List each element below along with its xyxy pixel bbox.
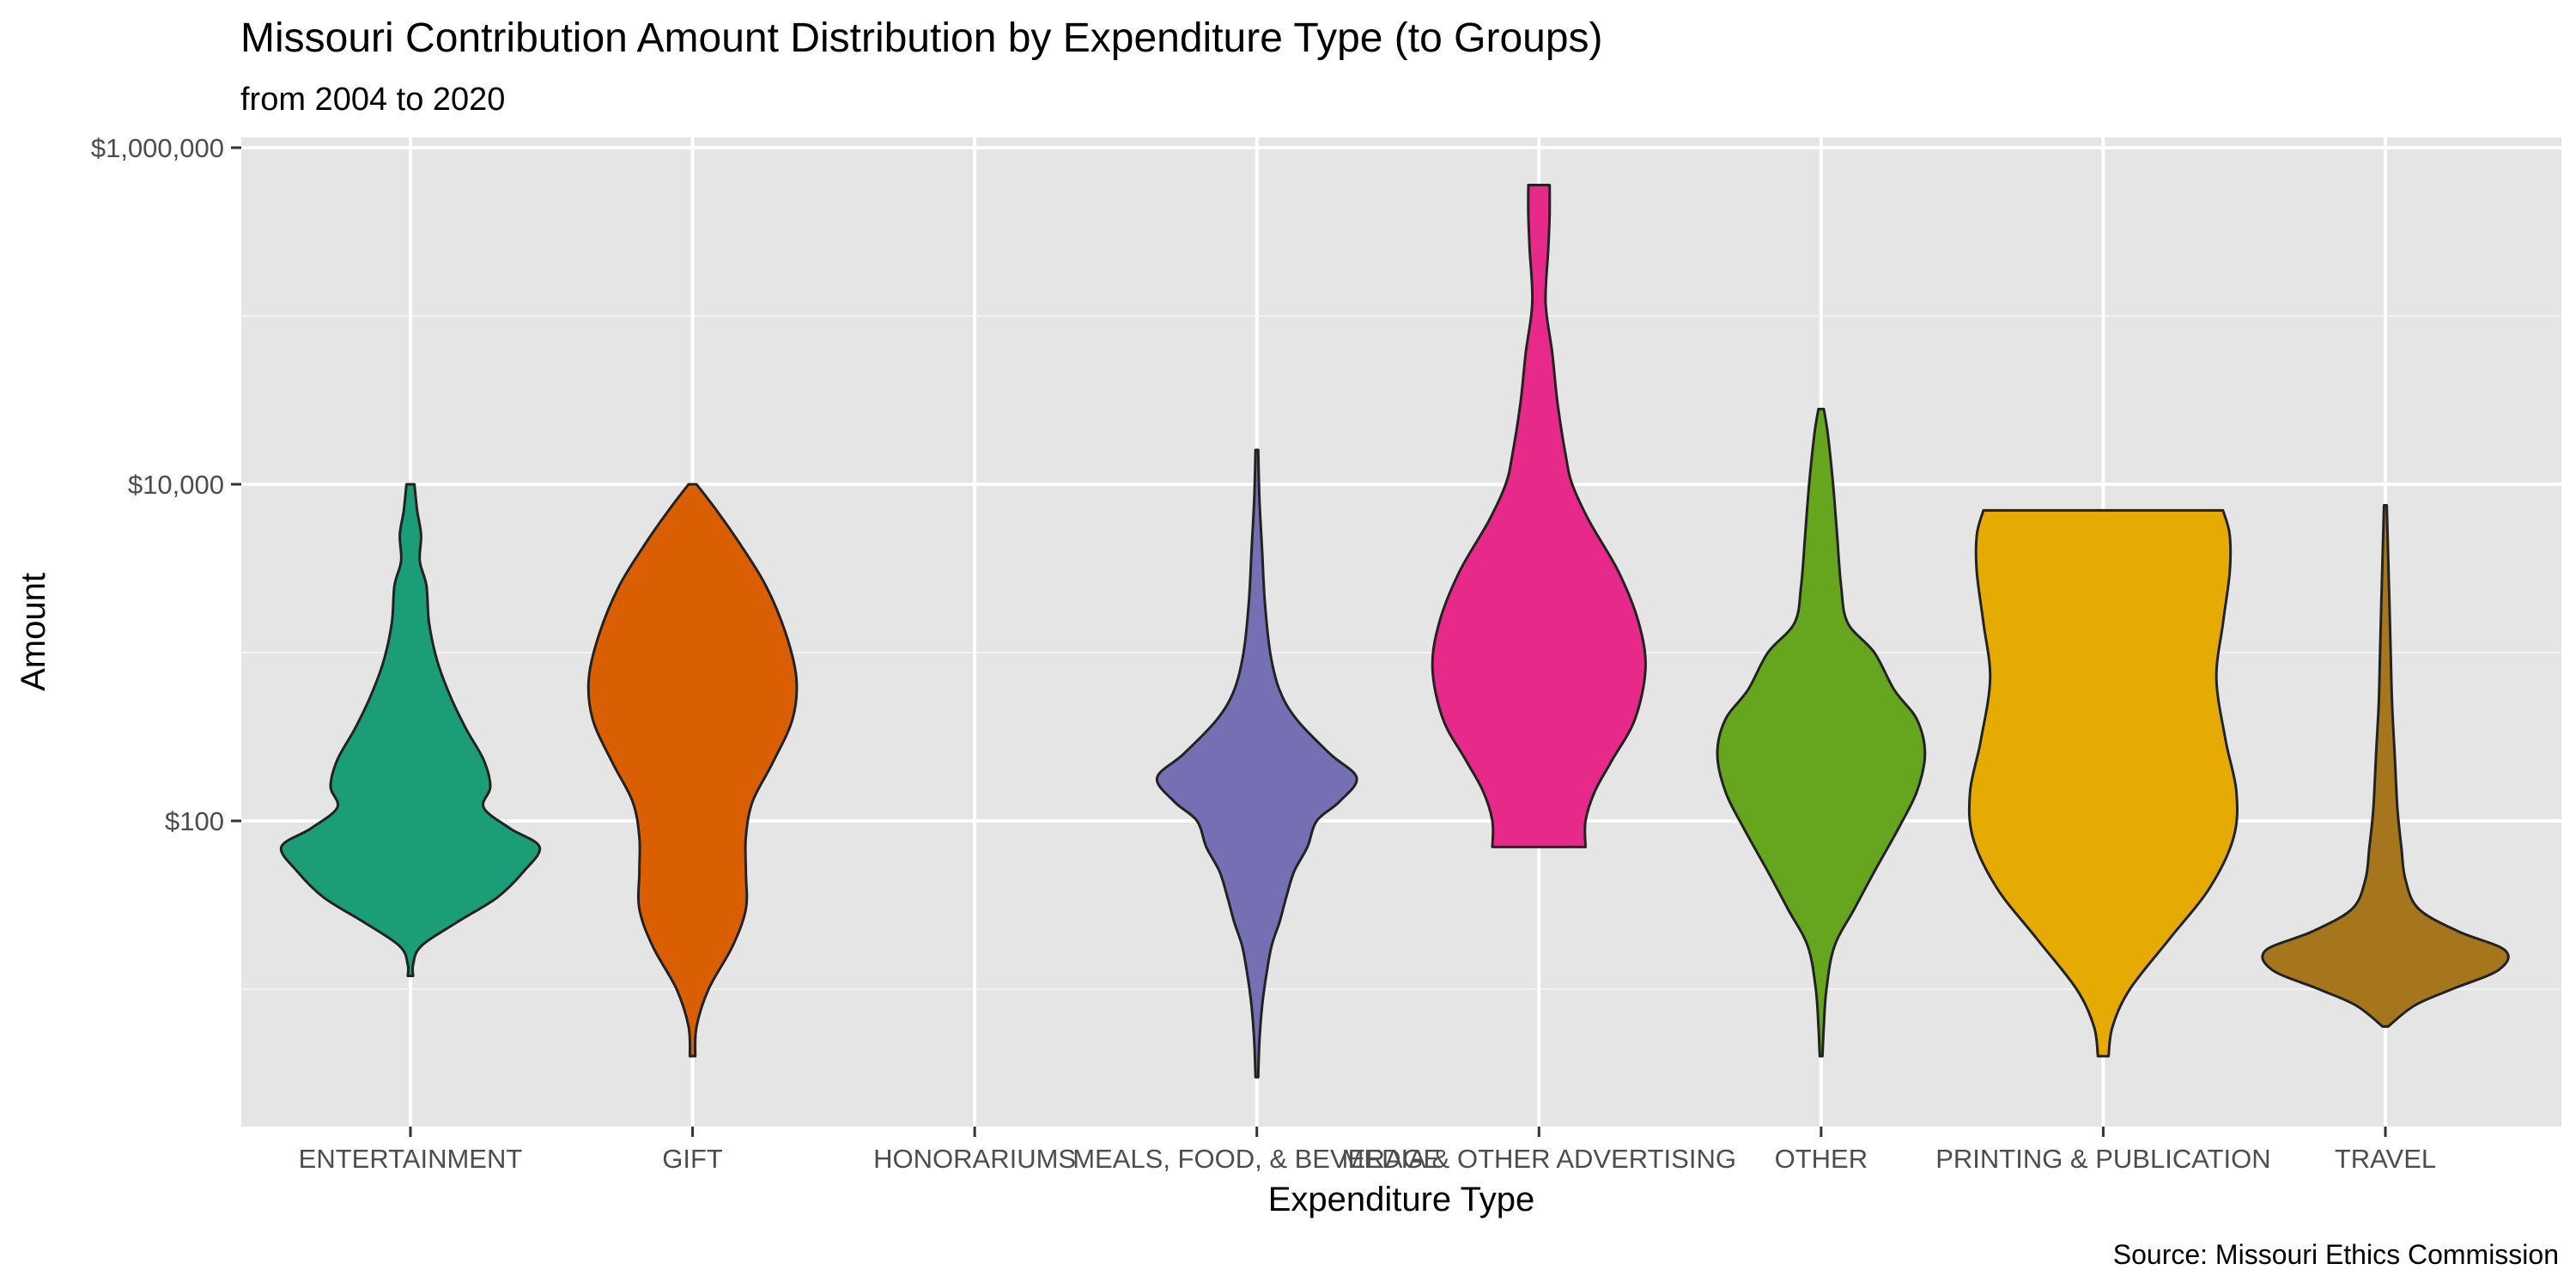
chart-caption: Source: Missouri Ethics Commission — [2113, 1239, 2559, 1270]
x-axis-title: Expenditure Type — [1268, 1181, 1535, 1218]
y-tick-label: $1,000,000 — [91, 133, 224, 163]
violins — [279, 184, 2510, 1078]
x-tick-label: TRAVEL — [2335, 1144, 2436, 1174]
chart-title: Missouri Contribution Amount Distributio… — [240, 15, 1603, 61]
y-axis-title: Amount — [15, 573, 52, 691]
x-tick-label: MEDIA & OTHER ADVERTISING — [1342, 1144, 1736, 1174]
x-tick-label: HONORARIUMS — [873, 1144, 1076, 1174]
y-tick-label: $100 — [165, 806, 224, 836]
y-tick-label: $10,000 — [128, 470, 224, 500]
violin-entertainment — [279, 483, 542, 977]
violin-media-other-advertising — [1431, 184, 1647, 848]
x-tick-label: GIFT — [662, 1144, 723, 1174]
x-tick-label: PRINTING & PUBLICATION — [1935, 1144, 2270, 1174]
x-tick-label: MEALS, FOOD, & BEVERAGE — [1072, 1144, 1441, 1174]
violin-travel — [2261, 504, 2510, 1028]
violin-other — [1716, 407, 1927, 1058]
violin-meals-food-beverage — [1155, 448, 1358, 1078]
y-axis: $100 $10,000 $1,000,000 — [91, 133, 241, 836]
violin-printing-publication — [1967, 508, 2239, 1058]
x-tick-label: ENTERTAINMENT — [299, 1144, 523, 1174]
x-tick-label: OTHER — [1775, 1144, 1868, 1174]
chart-subtitle: from 2004 to 2020 — [240, 82, 505, 118]
violin-gift — [586, 483, 799, 1058]
